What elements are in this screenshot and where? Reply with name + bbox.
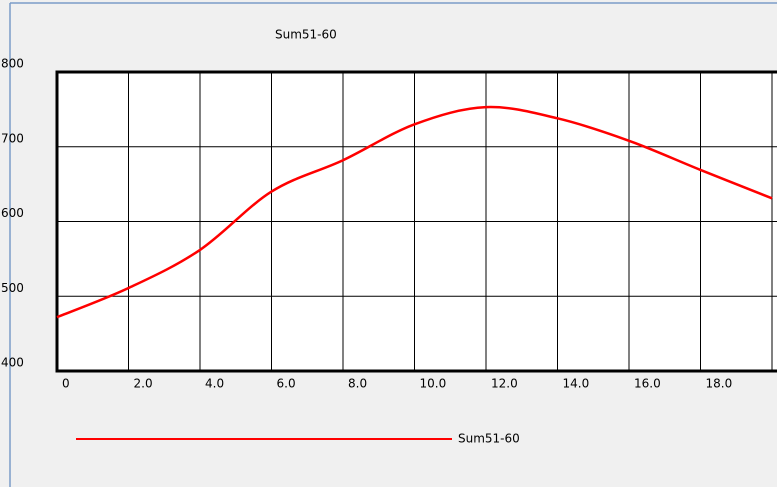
x-tick-label: 0 [62, 377, 70, 391]
chart-title: Sum51-60 [275, 28, 337, 42]
legend-label: Sum51-60 [458, 432, 520, 446]
x-tick-label: 10.0 [420, 377, 447, 391]
x-tick-label: 14.0 [563, 377, 590, 391]
plot-border [55, 70, 777, 373]
x-tick-label: 18.0 [706, 377, 733, 391]
data-line [56, 105, 773, 319]
x-tick-label: 16.0 [634, 377, 661, 391]
y-tick-label: 600 [1, 206, 24, 220]
x-tick-label: 12.0 [491, 377, 518, 391]
x-tick-label: 4.0 [205, 377, 224, 391]
x-tick-label: 6.0 [277, 377, 296, 391]
x-tick-label: 2.0 [134, 377, 153, 391]
y-tick-label: 800 [1, 57, 24, 71]
y-tick-label: 400 [1, 356, 24, 370]
y-tick-label: 700 [1, 131, 24, 145]
x-tick-label: 8.0 [348, 377, 367, 391]
y-tick-label: 500 [1, 281, 24, 295]
